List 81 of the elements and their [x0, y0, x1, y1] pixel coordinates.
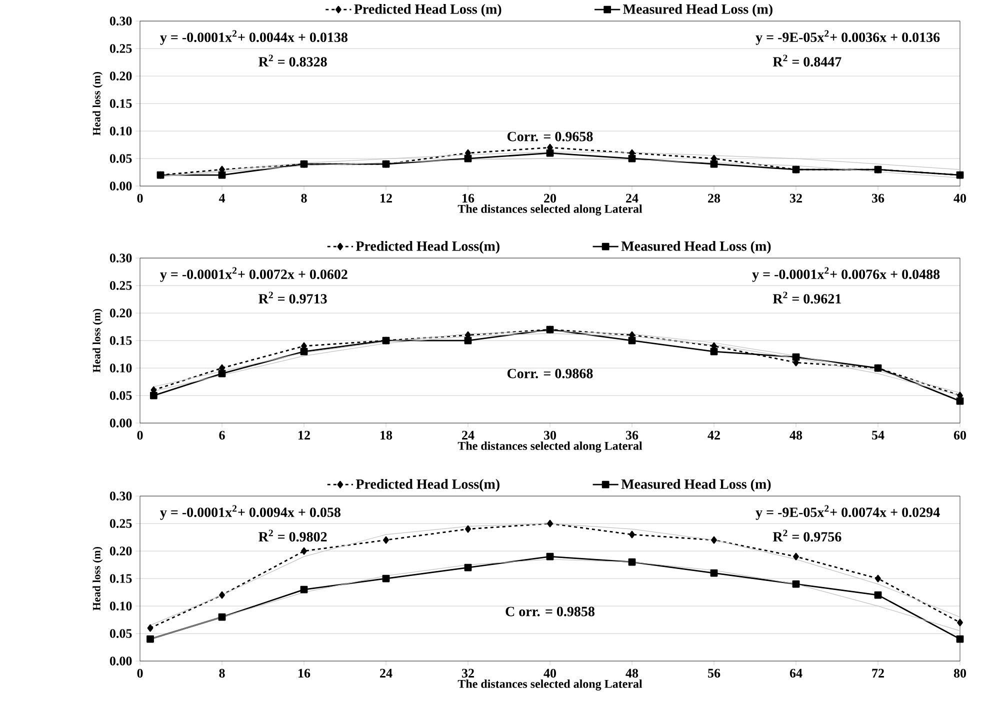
legend-label: Measured Head Loss (m)	[621, 478, 771, 492]
y-tick-label: 0.00	[110, 418, 132, 428]
annotation: R$^{2}$ = 0.8328	[258, 54, 327, 67]
y-tick-label: 0.20	[110, 546, 132, 556]
x-tick-label: 20	[544, 194, 556, 203]
y-tick-label: 0.25	[110, 519, 132, 528]
x-tick-label: 16	[462, 194, 474, 203]
x-tick-label: 28	[708, 194, 720, 203]
y-tick-label: 0.15	[110, 336, 132, 345]
annotation: y = -9E-05x$^{2}$+ 0.0074x + 0.0294	[756, 505, 940, 520]
annotation: Corr. = 0.9868	[507, 368, 593, 378]
x-tick-label: 4	[218, 194, 226, 202]
x-tick-label: 24	[462, 430, 474, 440]
x-tick-label: 80	[954, 668, 966, 678]
annotation: R$^{2}$ = 0.9713	[258, 292, 327, 304]
x-tick-label: 36	[872, 194, 884, 203]
y-axis-title: Head loss (m)	[92, 308, 103, 372]
x-axis-title: The distances selected along Lateral	[458, 441, 642, 452]
y-tick-label: 0.00	[110, 182, 132, 190]
y-tick-label: 0.05	[110, 391, 132, 400]
x-tick-label: 18	[380, 430, 392, 440]
x-tick-label: 32	[462, 668, 474, 678]
y-axis-title: Head loss (m)	[92, 546, 103, 610]
annotation: y = -0.0001x$^{2}$+ 0.0094x + 0.058	[160, 505, 340, 520]
annotation: R$^{2}$ = 0.9756	[772, 530, 842, 542]
x-tick-label: 48	[790, 430, 802, 440]
x-tick-label: 56	[708, 668, 720, 678]
x-tick-label: 0	[137, 430, 143, 440]
x-tick-label: 60	[954, 430, 966, 440]
annotation: C orr. = 0.9858	[506, 606, 594, 616]
annotation: y = -0.0001x$^{2}$+ 0.0072x + 0.0602	[160, 267, 348, 282]
x-axis-title: The distances selected along Lateral	[458, 204, 642, 216]
x-tick-label: 36	[626, 430, 638, 440]
x-tick-label: 72	[872, 668, 884, 678]
y-tick-label: 0.05	[110, 629, 132, 638]
y-tick-label: 0.15	[110, 574, 132, 583]
y-tick-label: 0.10	[110, 602, 132, 610]
annotation: Corr. = 0.9658	[507, 132, 593, 142]
annotation: y = -0.0001x$^{2}$+ 0.0076x + 0.0488	[752, 267, 940, 282]
legend-label: Predicted Head Loss(m)	[356, 478, 500, 492]
legend-label: Measured Head Loss (m)	[621, 240, 771, 254]
annotation: R$^{2}$ = 0.9802	[258, 530, 327, 542]
x-tick-label: 12	[298, 430, 310, 440]
x-tick-label: 32	[790, 194, 802, 203]
x-tick-label: 0	[137, 668, 143, 678]
x-tick-label: 64	[790, 668, 802, 678]
x-tick-label: 30	[544, 430, 556, 440]
y-tick-label: 0.30	[110, 16, 132, 26]
y-tick-label: 0.10	[110, 126, 132, 136]
x-tick-label: 8	[219, 668, 225, 678]
x-tick-label: 54	[872, 430, 884, 440]
y-tick-label: 0.20	[110, 72, 132, 80]
y-tick-label: 0.25	[110, 281, 132, 290]
x-tick-label: 0	[137, 194, 143, 203]
annotation: R$^{2}$ = 0.9621	[772, 292, 841, 304]
x-tick-label: 12	[380, 194, 392, 202]
annotation: y = -0.0001x$^{2}$+ 0.0044x + 0.0138	[160, 30, 348, 45]
y-tick-label: 0.30	[110, 492, 132, 500]
y-tick-label: 0.30	[110, 254, 132, 262]
annotation: R$^{2}$ = 0.8447	[772, 54, 842, 67]
x-tick-label: 40	[544, 668, 556, 678]
y-tick-label: 0.00	[110, 656, 132, 666]
x-tick-label: 8	[301, 194, 307, 203]
y-tick-label: 0.25	[110, 44, 132, 53]
y-axis-title: Head loss (m)	[92, 72, 103, 136]
x-tick-label: 40	[954, 194, 966, 203]
x-tick-label: 24	[626, 194, 638, 202]
annotation: y = -9E-05x$^{2}$+ 0.0036x + 0.0136	[756, 30, 940, 45]
y-tick-label: 0.10	[110, 364, 132, 372]
x-tick-label: 42	[708, 430, 720, 440]
x-tick-label: 6	[219, 430, 225, 440]
x-axis-title: The distances selected along Lateral	[458, 679, 642, 690]
y-tick-label: 0.05	[110, 154, 132, 163]
legend-label: Measured Head Loss (m)	[623, 4, 772, 17]
legend-label: Predicted Head Loss (m)	[354, 4, 502, 17]
x-tick-label: 48	[626, 668, 638, 678]
x-tick-label: 24	[380, 668, 392, 678]
x-tick-label: 16	[298, 668, 310, 678]
legend-label: Predicted Head Loss(m)	[356, 240, 500, 254]
y-tick-label: 0.15	[110, 99, 132, 108]
y-tick-label: 0.20	[110, 308, 132, 318]
